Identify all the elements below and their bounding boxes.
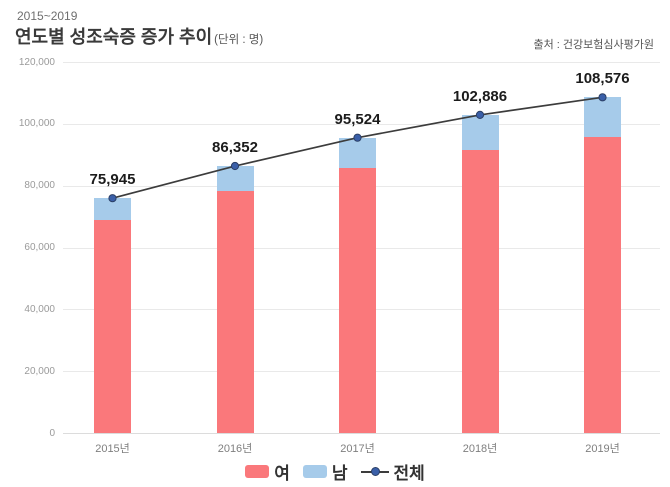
value-label: 75,945 — [89, 171, 136, 189]
chart-title: 연도별 성조숙증 증가 추이 — [15, 27, 213, 47]
bar-segment-male — [461, 114, 499, 150]
y-axis-tick-label: 80,000 — [24, 180, 55, 192]
legend-label: 여 — [274, 463, 290, 483]
x-axis-label: 2018년 — [462, 443, 498, 455]
value-label: 86,352 — [212, 139, 258, 157]
title-row: 연도별 성조숙증 증가 추이 (단위 : 명) — [15, 23, 263, 49]
line-marker-dot — [108, 194, 117, 203]
line-marker-dot — [598, 93, 607, 102]
bar-segment-female — [584, 137, 621, 433]
legend-swatch-icon — [245, 464, 270, 478]
x-axis-label: 2017년 — [340, 443, 375, 455]
grid-line — [63, 123, 660, 125]
legend-item-남: 남 — [302, 459, 348, 484]
bar-segment-male — [339, 137, 376, 168]
grid-line — [63, 433, 660, 434]
bar-segment-female — [339, 167, 376, 433]
y-axis-tick-label: 60,000 — [24, 242, 55, 253]
legend-swatch-icon — [302, 464, 327, 478]
legend-label: 전체 — [393, 463, 425, 483]
x-axis-label: 2016년 — [217, 443, 253, 455]
legend-item-여: 여 — [245, 459, 290, 484]
value-label: 95,524 — [334, 110, 381, 128]
y-axis-tick-label: 0 — [49, 427, 55, 439]
bar-segment-female — [461, 149, 499, 433]
line-marker-dot — [353, 133, 362, 142]
legend-item-전체: 전체 — [360, 459, 425, 484]
value-label: 102,886 — [452, 87, 508, 105]
line-marker-dot — [230, 161, 240, 171]
legend-line-dot-icon — [360, 465, 389, 478]
grid-line — [63, 62, 660, 63]
bar-segment-female — [216, 190, 254, 433]
bar-segment-female — [94, 219, 131, 433]
line-marker-dot — [475, 110, 485, 120]
y-axis-tick-label: 40,000 — [24, 303, 55, 315]
total-line — [112, 96, 603, 200]
unit-label: (단위 : 명) — [214, 34, 264, 46]
legend-label: 남 — [331, 463, 348, 483]
bar-segment-male — [94, 198, 131, 220]
value-label: 108,576 — [575, 70, 630, 88]
source-label: 출처 : 건강보험심사평가원 — [533, 39, 655, 51]
date-range-label: 2015~2019 — [17, 9, 78, 23]
bar-segment-male — [584, 97, 621, 138]
y-axis-tick-label: 120,000 — [18, 56, 55, 68]
y-axis-tick-label: 100,000 — [18, 118, 55, 130]
y-axis-tick-label: 20,000 — [24, 365, 55, 377]
legend: 여 남 전체 — [0, 458, 670, 484]
x-axis-label: 2019년 — [585, 443, 620, 455]
x-axis-label: 2015년 — [95, 443, 130, 455]
